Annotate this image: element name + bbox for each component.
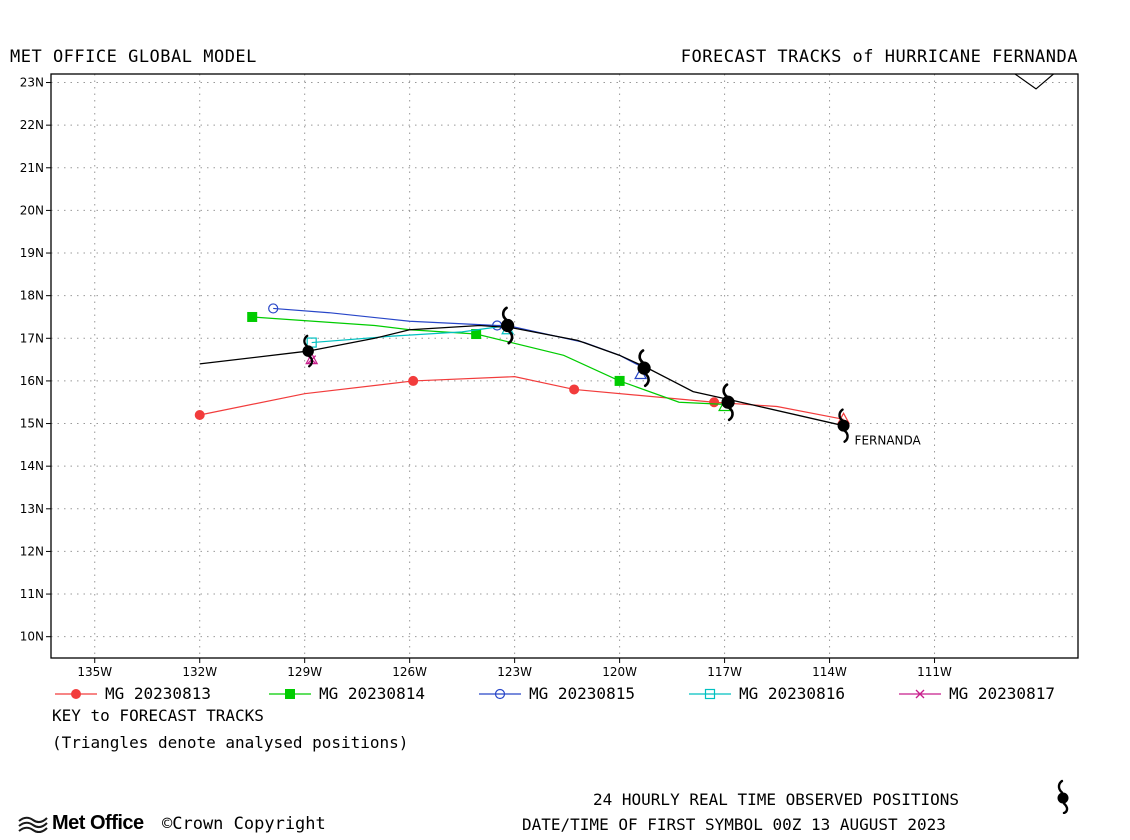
lon-tick-label: 117W	[707, 665, 742, 679]
lon-tick-label: 129W	[287, 665, 322, 679]
legend-swatch-marker	[704, 688, 716, 699]
forecast-track-1	[252, 316, 729, 405]
storm-name-label: FERNANDA	[855, 434, 922, 448]
met-office-wave-icon	[18, 816, 48, 833]
brand-name: Met Office	[52, 812, 144, 834]
observed-position-hurricane-icon	[837, 408, 850, 443]
forecast-marker-1	[614, 375, 625, 386]
lat-tick-label: 10N	[20, 630, 44, 644]
observed-position-hurricane-icon	[721, 383, 735, 422]
legend-label: MG 20230815	[529, 684, 635, 703]
coastline-layer	[1014, 74, 1054, 90]
forecast-legend: MG 20230813 MG 20230814 MG 20230815 MG 2023…	[55, 684, 1115, 706]
lon-tick-label: 120W	[602, 665, 637, 679]
forecast-track-layer	[194, 303, 851, 424]
met-office-logo: Met Office	[18, 812, 144, 835]
legend-label: MG 20230814	[319, 684, 425, 703]
lon-tick-label: 132W	[182, 665, 217, 679]
legend-swatch-icon	[689, 688, 731, 699]
forecast-track-3	[311, 324, 508, 344]
forecast-marker-2	[268, 303, 279, 314]
lat-tick-label: 21N	[20, 161, 44, 175]
legend-swatch-marker	[285, 688, 295, 699]
legend-swatch-marker	[915, 689, 925, 698]
legend-item: MG 20230813	[55, 684, 211, 703]
legend-item: MG 20230814	[269, 684, 425, 703]
legend-swatch-icon	[899, 689, 941, 698]
lat-tick-label: 13N	[20, 502, 44, 516]
legend-item: MG 20230815	[479, 684, 635, 703]
legend-label: MG 20230816	[739, 684, 845, 703]
grid-layer	[51, 74, 1078, 658]
legend-item: MG 20230817	[899, 684, 1055, 703]
lat-tick-label: 20N	[20, 203, 44, 217]
lat-tick-label: 23N	[20, 76, 44, 90]
legend-label: MG 20230817	[949, 684, 1055, 703]
forecast-marker-0	[194, 410, 205, 421]
hurricane-symbol-icon	[1057, 779, 1069, 814]
lat-tick-label: 12N	[20, 544, 44, 558]
lat-tick-label: 16N	[20, 374, 44, 388]
lat-tick-label: 15N	[20, 417, 44, 431]
key-title: KEY to FORECAST TRACKS	[52, 706, 264, 725]
lon-tick-label: 135W	[77, 665, 112, 679]
legend-swatch-marker	[494, 688, 506, 699]
forecast-marker-0	[569, 384, 580, 395]
lat-tick-label: 17N	[20, 331, 44, 345]
observed-position-hurricane-icon	[637, 349, 651, 388]
observed-position-hurricane-icon	[501, 306, 515, 345]
header-left-title: MET OFFICE GLOBAL MODEL	[10, 47, 257, 67]
forecast-track-0	[199, 376, 844, 420]
legend-swatch-icon	[479, 688, 521, 699]
lat-tick-label: 18N	[20, 289, 44, 303]
legend-swatch-marker	[71, 688, 81, 699]
observed-track-line	[199, 324, 844, 427]
lat-tick-label: 19N	[20, 246, 44, 260]
lat-tick-label: 22N	[20, 118, 44, 132]
legend-swatch-icon	[55, 688, 97, 699]
lat-tick-label: 11N	[20, 587, 44, 601]
first-symbol-datetime: DATE/TIME OF FIRST SYMBOL 00Z 13 AUGUST …	[522, 815, 946, 834]
coastline	[1014, 74, 1054, 90]
lon-tick-label: 126W	[392, 665, 427, 679]
forecast-track-2	[273, 307, 645, 369]
legend-item: MG 20230816	[689, 684, 845, 703]
lat-tick-label: 14N	[20, 459, 44, 473]
observed-positions-label: 24 HOURLY REAL TIME OBSERVED POSITIONS	[593, 790, 960, 809]
lon-tick-label: 111W	[917, 665, 952, 679]
legend-swatch-icon	[269, 688, 311, 699]
copyright-notice: ©Crown Copyright	[162, 814, 326, 834]
lon-tick-label: 114W	[812, 665, 847, 679]
axis-layer: 135W 132W 129W 126W 123W 120W 117W 114W 111W 10N 1…	[20, 76, 952, 679]
forecast-marker-1	[247, 311, 258, 322]
forecast-marker-0	[408, 375, 419, 386]
forecast-marker-1	[471, 329, 482, 340]
header-right-title: FORECAST TRACKS of HURRICANE FERNANDA	[680, 47, 1078, 67]
legend-label: MG 20230813	[105, 684, 211, 703]
key-note: (Triangles denote analysed positions)	[52, 733, 409, 752]
map-frame	[50, 73, 1079, 659]
observed-position-hurricane-icon	[302, 334, 314, 368]
forecast-marker-0	[709, 397, 720, 408]
lon-tick-label: 123W	[497, 665, 532, 679]
observed-track-layer: FERNANDA	[199, 306, 922, 448]
